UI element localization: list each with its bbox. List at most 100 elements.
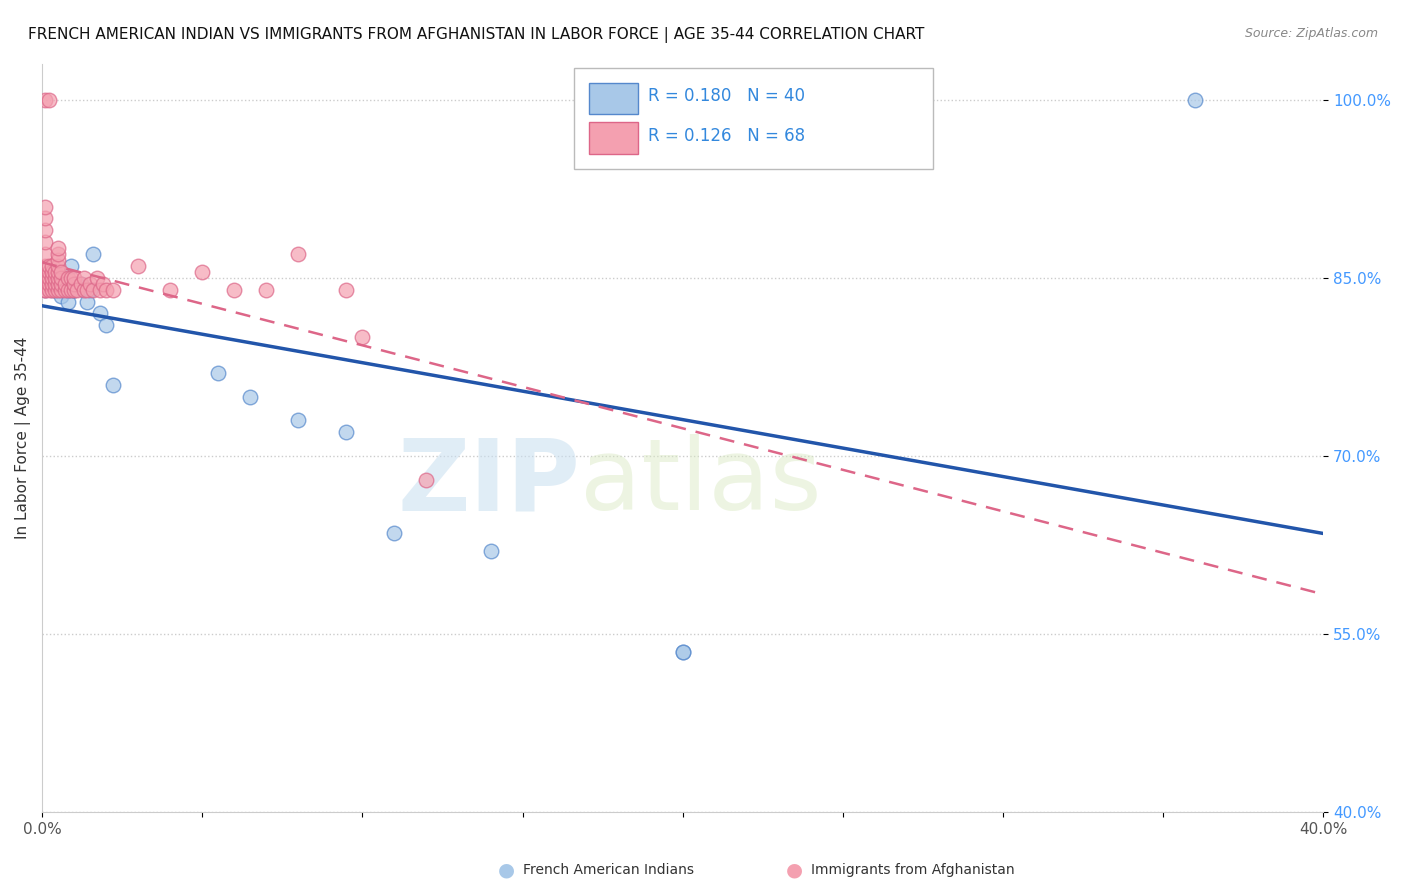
Point	[34, 247, 56, 261]
Point	[41, 277, 63, 291]
Point	[46, 259, 69, 273]
Point	[46, 270, 69, 285]
Point	[53, 277, 76, 291]
Point	[46, 270, 69, 285]
Text: ●: ●	[498, 860, 515, 880]
Point	[69, 277, 91, 291]
Text: FRENCH AMERICAN INDIAN VS IMMIGRANTS FROM AFGHANISTAN IN LABOR FORCE | AGE 35-44: FRENCH AMERICAN INDIAN VS IMMIGRANTS FRO…	[28, 27, 925, 43]
Point	[34, 211, 56, 226]
Point	[56, 283, 79, 297]
Point	[384, 526, 406, 541]
Point	[59, 259, 82, 273]
Point	[287, 247, 309, 261]
Point	[672, 645, 695, 659]
Point	[191, 265, 214, 279]
Point	[44, 270, 66, 285]
Point	[59, 283, 82, 297]
Point	[73, 283, 96, 297]
Point	[46, 265, 69, 279]
Point	[63, 277, 86, 291]
Circle shape	[598, 88, 630, 108]
Point	[53, 277, 76, 291]
Text: ●: ●	[786, 860, 803, 880]
Point	[38, 93, 60, 107]
Point	[46, 283, 69, 297]
Point	[41, 283, 63, 297]
Point	[38, 259, 60, 273]
Text: R = 0.180   N = 40: R = 0.180 N = 40	[648, 87, 806, 105]
Point	[86, 270, 108, 285]
Point	[38, 277, 60, 291]
Point	[82, 247, 104, 261]
Point	[56, 294, 79, 309]
Point	[415, 473, 437, 487]
Point	[46, 247, 69, 261]
Point	[89, 306, 111, 320]
Point	[96, 283, 118, 297]
Point	[254, 283, 277, 297]
Point	[53, 283, 76, 297]
Text: R = 0.126   N = 68: R = 0.126 N = 68	[648, 127, 806, 145]
Point	[91, 277, 114, 291]
Point	[34, 259, 56, 273]
Point	[89, 283, 111, 297]
Point	[335, 283, 357, 297]
FancyBboxPatch shape	[589, 122, 638, 153]
Point	[41, 283, 63, 297]
Point	[51, 283, 73, 297]
Point	[101, 377, 124, 392]
Point	[73, 283, 96, 297]
Point	[56, 270, 79, 285]
Point	[63, 283, 86, 297]
Point	[63, 283, 86, 297]
Point	[46, 283, 69, 297]
Point	[66, 283, 89, 297]
Text: ZIP: ZIP	[398, 434, 581, 532]
Point	[38, 283, 60, 297]
Point	[41, 270, 63, 285]
Point	[335, 425, 357, 439]
Point	[38, 277, 60, 291]
Point	[51, 270, 73, 285]
Point	[53, 283, 76, 297]
Point	[44, 283, 66, 297]
Point	[287, 413, 309, 427]
Text: French American Indians: French American Indians	[523, 863, 695, 877]
FancyBboxPatch shape	[589, 83, 638, 114]
Point	[46, 283, 69, 297]
Point	[76, 294, 98, 309]
Point	[96, 318, 118, 333]
Point	[46, 252, 69, 267]
Point	[76, 283, 98, 297]
Point	[34, 283, 56, 297]
Point	[44, 265, 66, 279]
Point	[34, 283, 56, 297]
Point	[34, 223, 56, 237]
Point	[38, 265, 60, 279]
Point	[34, 93, 56, 107]
Point	[66, 277, 89, 291]
Circle shape	[598, 128, 630, 148]
Point	[38, 270, 60, 285]
Point	[479, 544, 502, 558]
Point	[44, 265, 66, 279]
Y-axis label: In Labor Force | Age 35-44: In Labor Force | Age 35-44	[15, 337, 31, 540]
Point	[224, 283, 246, 297]
Point	[34, 283, 56, 297]
Point	[51, 288, 73, 302]
Point	[101, 283, 124, 297]
Point	[63, 283, 86, 297]
Point	[34, 270, 56, 285]
Point	[63, 270, 86, 285]
Point	[46, 241, 69, 255]
Point	[239, 390, 262, 404]
Point	[44, 277, 66, 291]
Point	[51, 277, 73, 291]
Point	[207, 366, 229, 380]
FancyBboxPatch shape	[574, 68, 932, 169]
Point	[46, 277, 69, 291]
Point	[352, 330, 374, 344]
Point	[44, 283, 66, 297]
Point	[79, 277, 101, 291]
Point	[79, 283, 101, 297]
